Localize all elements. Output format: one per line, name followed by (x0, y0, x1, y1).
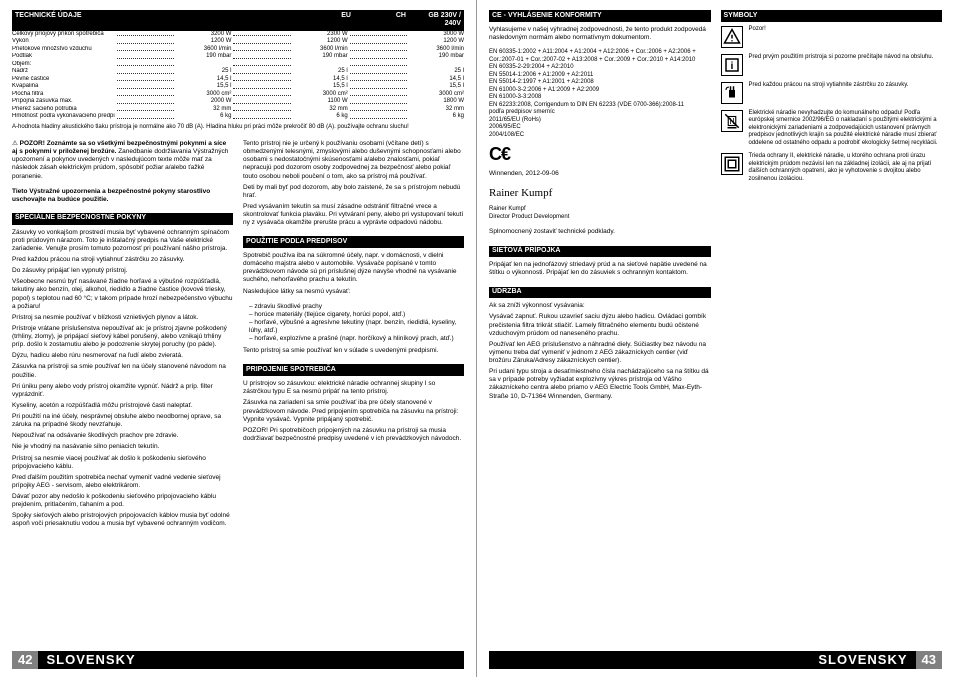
symbol-row: Trieda ochrany II, elektrické náradie, u… (721, 153, 943, 183)
weee-icon (721, 110, 743, 132)
spec-row: Objem: (12, 61, 464, 69)
usage-header: POUŽITIE PODĽA PREDPISOV (243, 236, 464, 248)
left-col-2: Tento prístroj nie je určený k používani… (243, 140, 464, 669)
page-left: TECHNICKÉ ÚDAJE EU CH GB 230V / 240V Cel… (0, 0, 477, 677)
noise-note: A-hodnota hladiny akustického tlaku prís… (12, 124, 464, 132)
page-right: CE - VYHLÁSENIE KONFORMITY Vyhlasujeme v… (477, 0, 954, 677)
spec-row: Hmotnosť podľa vykonávacieho predpisu EP… (12, 113, 464, 121)
footer-right: SLOVENSKY 43 (489, 651, 942, 669)
ce-header: CE - VYHLÁSENIE KONFORMITY (489, 10, 711, 22)
left-col-1: ⚠ POZOR! Zoznámte sa so všetkými bezpečn… (12, 140, 233, 669)
spec-row: Celkový príojový príkon spotrebiča3200 W… (12, 31, 464, 39)
spec-row: Pevné častice14,5 l14,5 l14,5 l (12, 76, 464, 84)
svg-text:i: i (730, 60, 733, 72)
symbol-row: Pozor! (721, 26, 943, 48)
tech-specs-section: TECHNICKÉ ÚDAJE EU CH GB 230V / 240V Cel… (12, 8, 464, 134)
page-number-left: 42 (12, 651, 38, 669)
spec-row: Kvapalina15,5 l15,5 l15,5 l (12, 83, 464, 91)
language-label-left: SLOVENSKY (38, 652, 143, 668)
right-col-1: CE - VYHLÁSENIE KONFORMITY Vyhlasujeme v… (489, 8, 711, 669)
plug-icon (721, 82, 743, 104)
spec-row: Výkon1200 W1200 W1200 W (12, 38, 464, 46)
ce-mark: C€ (489, 143, 711, 166)
language-label-right: SLOVENSKY (810, 652, 915, 668)
maintenance-header: ÚDRZBA (489, 287, 711, 299)
connection-header: PRIPOJENIE SPOTREBIČA (243, 364, 464, 376)
spec-row: Plocha filtra3000 cm²3000 cm²3000 cm² (12, 91, 464, 99)
mains-header: SIEŤOVÁ PRÍPOJKA (489, 246, 711, 258)
warning-icon: ⚠ (12, 140, 18, 148)
symbol-row: Elektrické náradie nevyhadzujte do komun… (721, 110, 943, 148)
page-number-right: 43 (916, 651, 942, 669)
spec-row: Podtlak190 mbar190 mbar190 mbar (12, 53, 464, 61)
symbol-row: Pred každou prácou na stroji vytiahnite … (721, 82, 943, 104)
spec-table: Celkový príojový príkon spotrebiča3200 W… (12, 31, 464, 121)
spec-row: Prierez sacieho potrubia32 mm32 mm32 mm (12, 106, 464, 114)
spec-row: Nádrž25 l25 l25 l (12, 68, 464, 76)
symbols-list: Pozor! iPred prvým použitím prístroja si … (721, 26, 943, 190)
tech-header: TECHNICKÉ ÚDAJE (12, 10, 299, 31)
manual-icon: i (721, 54, 743, 76)
symbol-row: iPred prvým použitím prístroja si pozorn… (721, 54, 943, 76)
spec-row: Prípojná zásuvka max.2000 W1100 W1800 W (12, 98, 464, 106)
safety-body: Zásuvky vo vonkajšom prostredí musia byť… (12, 229, 233, 532)
signature: Rainer Kumpf (489, 187, 711, 201)
right-col-2: SYMBOLY Pozor! iPred prvým použitím príst… (721, 8, 943, 669)
safety-header: ŠPECIÁLNE BEZPEČNOSTNÉ POKYNY (12, 213, 233, 225)
spec-row: Prietokové množstvo vzduchu3600 l/min360… (12, 46, 464, 54)
warn-icon (721, 26, 743, 48)
symbols-header: SYMBOLY (721, 10, 943, 22)
footer-left: 42 SLOVENSKY (12, 651, 464, 669)
class2-icon (721, 153, 743, 175)
